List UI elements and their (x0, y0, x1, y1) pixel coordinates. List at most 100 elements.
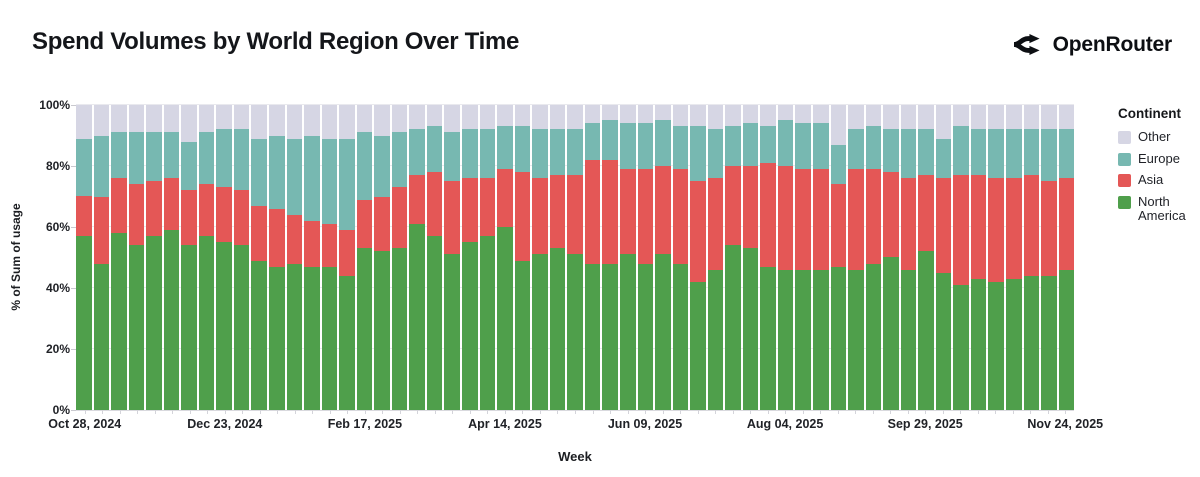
x-tick-mark (575, 410, 576, 414)
bar-week-may-26-2025 (602, 105, 618, 410)
bar-week-mar-10-2025 (409, 105, 425, 410)
segment-europe (760, 126, 776, 163)
bar-week-dec-23-2024 (216, 105, 232, 410)
legend-swatch (1118, 174, 1131, 188)
gridline (76, 104, 1074, 105)
segment-north_america (163, 230, 180, 410)
x-tick-mark (872, 410, 874, 414)
bar-week-oct-27-2025 (988, 105, 1004, 410)
bar-week-sep-29-2025 (918, 105, 934, 410)
segment-north_america (497, 226, 513, 410)
x-tick-label: Dec 23, 2024 (187, 417, 263, 431)
segment-europe (725, 126, 741, 166)
legend-title: Continent (1118, 106, 1181, 121)
bar-week-apr-07-2025 (479, 105, 496, 410)
segment-north_america (584, 263, 601, 410)
segment-other (795, 105, 811, 124)
segment-other (374, 105, 390, 136)
bar-week-aug-11-2025 (795, 105, 811, 410)
x-tick-mark (154, 410, 156, 414)
segment-asia (848, 169, 864, 270)
y-tick-label: 20% (45, 342, 70, 356)
x-tick-mark (259, 410, 261, 414)
segment-asia (146, 181, 162, 237)
bars (76, 105, 1075, 410)
segment-europe (1058, 129, 1075, 179)
segment-asia (128, 184, 145, 246)
bar-week-dec-30-2024 (233, 105, 250, 410)
x-tick-mark (645, 410, 647, 414)
x-tick-mark (382, 410, 384, 414)
segment-asia (514, 172, 531, 261)
segment-europe (918, 129, 934, 176)
segment-europe (848, 129, 864, 170)
segment-asia (567, 175, 583, 255)
bar-week-aug-25-2025 (830, 105, 847, 410)
segment-other (163, 105, 180, 133)
segment-europe (462, 129, 478, 179)
bar-week-sep-15-2025 (883, 105, 899, 410)
segment-europe (584, 123, 601, 160)
segment-other (935, 105, 952, 139)
segment-europe (970, 129, 987, 176)
segment-europe (514, 126, 531, 173)
segment-other (1005, 105, 1022, 130)
x-tick-label: Feb 17, 2025 (327, 417, 403, 431)
bar-week-dec-09-2024 (181, 105, 197, 410)
segment-asia (672, 169, 689, 264)
segment-north_america (374, 251, 390, 410)
bar-week-may-19-2025 (584, 105, 601, 410)
segment-asia (830, 184, 847, 267)
segment-north_america (462, 242, 478, 410)
segment-asia (374, 196, 390, 252)
segment-asia (163, 178, 180, 231)
segment-other (93, 105, 110, 136)
segment-other (198, 105, 215, 133)
bar-week-may-05-2025 (549, 105, 566, 410)
segment-europe (830, 144, 847, 185)
legend-label: Asia (1138, 172, 1164, 188)
segment-asia (444, 181, 461, 255)
x-tick-mark (907, 410, 909, 414)
segment-north_america (690, 281, 706, 410)
x-tick-mark (242, 410, 244, 414)
segment-other (409, 105, 425, 130)
segment-asia (181, 190, 197, 246)
segment-europe (742, 123, 759, 166)
segment-europe (567, 129, 583, 176)
segment-europe (672, 126, 689, 170)
segment-europe (233, 129, 250, 191)
x-tick-mark (697, 410, 699, 414)
segment-north_america (409, 223, 425, 410)
x-tick-mark (785, 410, 787, 414)
bar-week-jul-14-2025 (725, 105, 741, 410)
segment-asia (655, 166, 671, 255)
segment-other (567, 105, 583, 130)
segment-asia (918, 175, 934, 252)
segment-europe (304, 135, 320, 221)
segment-other (321, 105, 338, 139)
x-tick-mark (329, 410, 331, 414)
segment-asia (690, 181, 706, 282)
x-tick-mark (592, 410, 594, 414)
segment-north_america (426, 236, 443, 410)
segment-asia (953, 175, 969, 285)
bar-week-feb-24-2025 (374, 105, 390, 410)
x-tick-mark (539, 410, 541, 414)
segment-asia (549, 175, 566, 249)
legend-label: Other (1138, 129, 1171, 144)
legend-label: Europe (1138, 150, 1180, 166)
segment-europe (146, 132, 162, 182)
segment-other (444, 105, 461, 133)
openrouter-logo[interactable]: OpenRouter (1011, 28, 1172, 61)
bar-week-mar-24-2025 (444, 105, 461, 410)
segment-north_america (146, 236, 162, 410)
segment-other (462, 105, 478, 130)
segment-north_america (391, 248, 408, 410)
segment-asia (409, 175, 425, 224)
legend-item-other: Other (1118, 129, 1198, 145)
segment-asia (321, 223, 338, 267)
segment-north_america (865, 263, 882, 410)
segment-europe (374, 135, 390, 197)
